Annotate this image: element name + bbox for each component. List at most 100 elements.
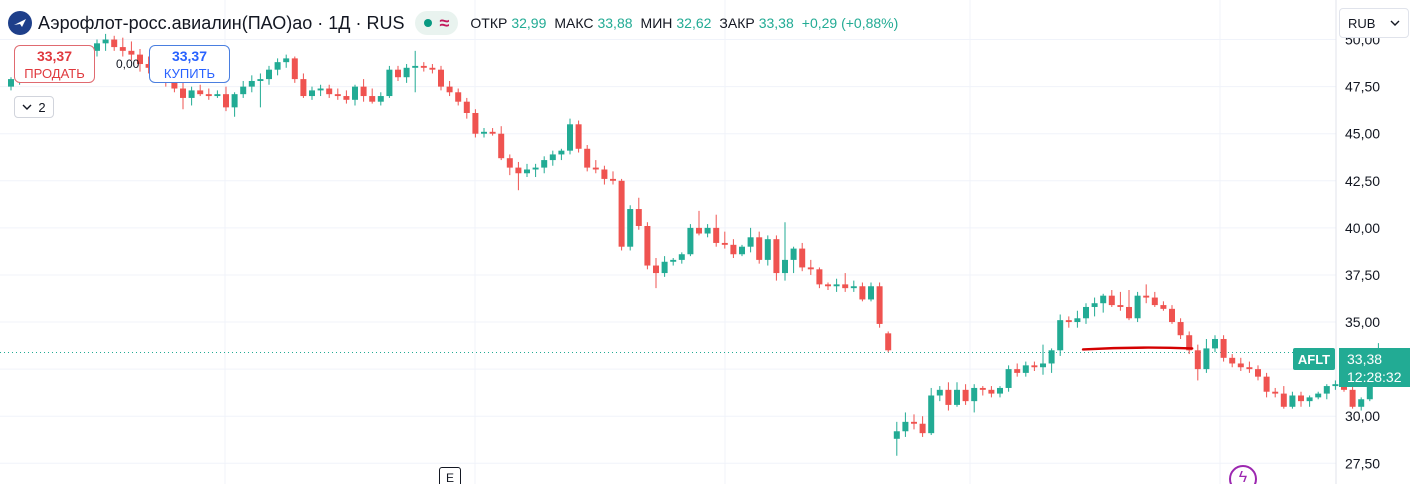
candle-body [1246, 367, 1253, 370]
candle-body [240, 86, 247, 95]
high-label: МАКС [554, 15, 594, 31]
candle-body [248, 80, 255, 87]
candle-body [1203, 348, 1210, 370]
candle-body [739, 246, 745, 255]
candle-body [1134, 295, 1141, 319]
candle-body [300, 79, 307, 97]
indicators-collapse-button[interactable]: 2 [14, 96, 54, 118]
candle-body [180, 88, 186, 98]
candle-body [1255, 369, 1261, 377]
candle-body [128, 50, 135, 55]
candle-body [1057, 320, 1064, 351]
candle-body [773, 239, 780, 274]
sell-button[interactable]: 33,37 ПРОДАТЬ [14, 45, 95, 83]
candle-body [850, 286, 857, 289]
candle-body [1289, 395, 1296, 407]
low-value: 32,62 [676, 15, 712, 31]
candle-body [558, 150, 565, 155]
candle-body [274, 62, 281, 70]
candle-body [592, 167, 599, 170]
candle-body [601, 169, 608, 179]
candle-body [532, 167, 539, 170]
candle-body [954, 389, 960, 405]
price-axis-tick-label: 37,50 [1345, 267, 1380, 283]
candle-body [102, 39, 109, 44]
candle-body [429, 67, 436, 70]
candle-body [541, 160, 548, 168]
candle-body [833, 284, 840, 287]
candle-body [1005, 369, 1012, 388]
candle-body [438, 69, 444, 87]
candle-body [997, 387, 1003, 394]
close-value: 33,38 [758, 15, 794, 31]
candle-body [747, 237, 754, 247]
candle-body [790, 248, 797, 260]
symbol-title[interactable]: Аэрофлот-росс.авиалин(ПАО)ао · 1Д · RUS [38, 12, 405, 33]
candle-body [1117, 305, 1124, 307]
candle-body [799, 248, 806, 268]
currency-selector[interactable]: RUB [1339, 8, 1409, 38]
candle-body [704, 227, 711, 234]
close-label: ЗАКР [719, 15, 755, 31]
price-axis-tick-label: 27,50 [1345, 455, 1380, 471]
lightning-icon[interactable]: ϟ [1229, 465, 1257, 484]
open-value: 32,99 [511, 15, 547, 31]
candle-body [1237, 363, 1244, 368]
candle-body [412, 65, 419, 68]
candle-body [1100, 295, 1107, 304]
candle-body [1074, 318, 1081, 323]
candle-body [317, 88, 324, 91]
currency-label: RUB [1348, 15, 1376, 31]
candle-body [1349, 389, 1356, 407]
candle-body [524, 169, 530, 174]
candle-body [971, 387, 978, 402]
candle-body [446, 86, 453, 93]
candle-body [1229, 357, 1236, 364]
open-label: ОТКР [470, 15, 508, 31]
candle-body [1186, 335, 1193, 351]
buy-button[interactable]: 33,37 КУПИТЬ [149, 45, 230, 83]
earnings-event-flag[interactable]: E [439, 467, 461, 484]
candle-body [119, 47, 126, 51]
ohlc-values: ОТКР 32,99 МАКС 33,88 МИН 32,62 ЗАКР 33,38 +… [470, 15, 902, 31]
price-axis-tick-label: 35,00 [1345, 314, 1380, 330]
price-axis-tick-label: 40,00 [1345, 220, 1380, 236]
candle-body [360, 86, 367, 97]
candle-body [825, 284, 831, 287]
candle-body [721, 242, 728, 245]
candle-body [94, 43, 100, 51]
candle-body [205, 94, 212, 97]
candle-body [257, 79, 264, 81]
candle-body [1298, 395, 1304, 402]
candle-body [1280, 393, 1287, 407]
market-status[interactable]: ≈ [414, 11, 459, 35]
price-axis-tick-label: 30,00 [1345, 408, 1380, 424]
price-axis-tick-label: 47,50 [1345, 79, 1380, 95]
sell-price: 33,37 [36, 48, 73, 64]
price-axis-tick-label: 42,50 [1345, 173, 1380, 189]
bar-countdown: 12:28:32 [1347, 369, 1402, 385]
spread-value: 0,00 [116, 57, 140, 71]
candle-body [549, 154, 556, 161]
candle-body [1108, 295, 1115, 306]
candle-body [610, 178, 616, 181]
candle-body [764, 239, 771, 260]
candle-body [911, 421, 917, 424]
indicators-count: 2 [38, 99, 46, 115]
candle-body [1091, 303, 1098, 307]
candle-body [377, 96, 384, 102]
candle-body [635, 209, 642, 226]
candle-body [515, 167, 522, 174]
candle-body [1065, 320, 1072, 323]
candle-body [567, 124, 573, 151]
candle-body [1126, 306, 1132, 319]
candle-body [618, 180, 625, 247]
buy-label: КУПИТЬ [163, 66, 216, 81]
candle-body [893, 431, 900, 439]
candle-body [782, 259, 788, 274]
candle-body [145, 64, 152, 68]
candle-body [945, 389, 952, 405]
low-label: МИН [640, 15, 673, 31]
candle-body [575, 124, 582, 149]
